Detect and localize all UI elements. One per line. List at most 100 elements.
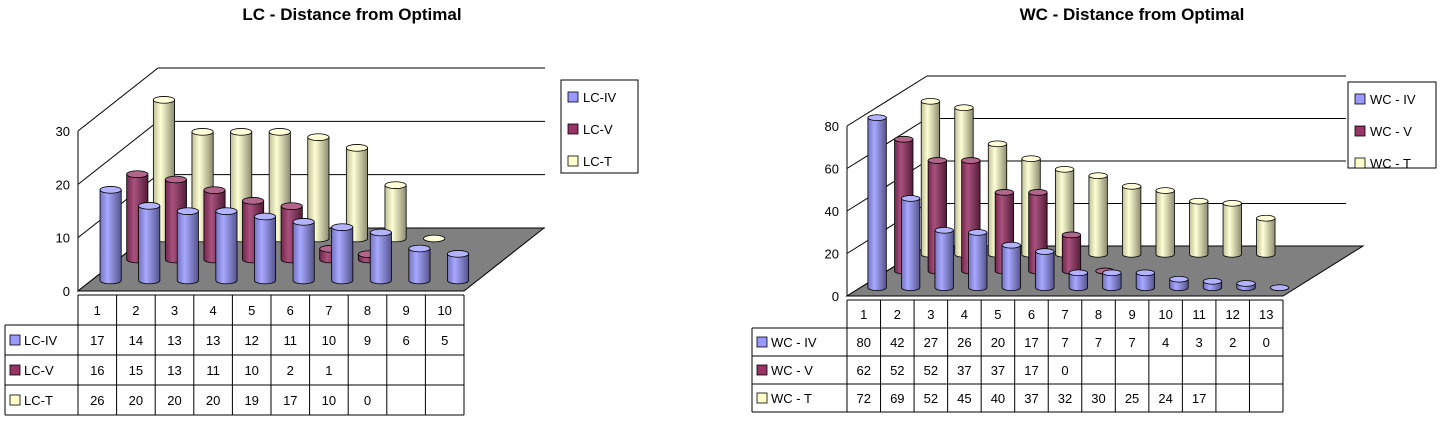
bar-top [968,229,988,236]
bar-top [254,212,277,221]
table-series-label: LC-V [24,363,54,378]
bar-wc-v-6 [1061,231,1082,275]
bar-lc-t-5 [307,133,330,243]
bar-body [1122,185,1142,258]
bar-lc-iv-8 [369,228,392,285]
bar-wc-iv-3 [934,226,954,292]
data-table-value: 26 [957,335,971,350]
bar-body [215,210,238,285]
table-legend-key [9,364,21,376]
data-table-value: 0 [364,393,371,408]
bar-top [1155,187,1175,194]
y-tick-label: 10 [56,231,70,246]
data-table-value: 13 [167,333,181,348]
bar-wc-iv-10 [1169,275,1189,292]
y-tick-label: 40 [825,204,839,219]
bar-top [138,202,161,210]
bar-top [152,96,175,104]
data-table-value: 20 [206,393,220,408]
legend-swatch [567,155,579,167]
bar-top [1202,277,1223,285]
data-table-value: 42 [890,335,904,350]
category-label: 4 [209,303,216,318]
bar-top [1122,182,1142,190]
bar-lc-iv-10 [447,250,470,285]
bar-lc-t-8 [423,234,446,243]
category-label: 6 [1028,307,1035,322]
category-label: 8 [364,303,371,318]
data-table-value: 69 [890,391,904,406]
bar-top [1028,189,1048,196]
legend-label: LC-V [583,122,613,137]
bar-lc-iv-5 [254,212,277,285]
data-table-value: 37 [1024,391,1038,406]
table-series-label: WC - V [771,363,813,378]
bar-top [331,223,354,231]
category-label: 6 [287,303,294,318]
bar-top [423,234,446,243]
bar-top [292,218,315,226]
category-label: 7 [1061,307,1068,322]
bar-lc-iv-2 [138,202,161,285]
bar-wc-iv-5 [1001,241,1021,292]
bar-top [1135,269,1156,277]
category-label: 11 [1192,307,1206,322]
bar-body [1088,175,1108,258]
data-table-value: 2 [1229,335,1236,350]
bar-top [994,189,1015,196]
data-table-value: 11 [284,333,298,348]
data-table-value: 6 [402,333,409,348]
bar-body [408,248,431,285]
bar-top [1088,172,1108,180]
bar-top [1169,275,1189,283]
bar-lc-iv-4 [215,207,238,285]
bar-body [1102,272,1122,292]
bar-top [954,104,974,112]
data-table-value: 17 [283,393,297,408]
data-table-value: 0 [1061,363,1068,378]
data-table-value: 11 [206,363,220,378]
category-label: 4 [961,307,968,322]
bar-body [1001,244,1021,292]
bar-top [176,207,199,215]
bar-body [934,229,954,292]
bar-wc-iv-4 [968,229,988,292]
bar-top [1269,284,1290,292]
data-table-value: 20 [167,393,181,408]
bar-wc-t-9 [1189,197,1209,258]
legend-label: WC - IV [1370,92,1416,107]
data-table-value: 20 [991,335,1005,350]
data-table-value: 24 [1158,391,1172,406]
category-label: 10 [437,303,451,318]
data-table-value: 20 [129,393,143,408]
data-table-value: 0 [1263,335,1270,350]
category-label: 2 [132,303,139,318]
bar-top [164,175,187,184]
data-table-value: 1 [325,363,332,378]
bar-top [203,186,226,194]
gridline-side [846,75,928,127]
legend-swatch [567,91,579,103]
bar-wc-iv-7 [1068,269,1088,292]
table-legend-key [9,394,21,406]
bar-top [1236,280,1256,287]
table-series-label: WC - T [771,391,812,406]
category-label: 3 [171,303,178,318]
legend-swatch [1354,125,1366,137]
table-legend-key [756,336,768,348]
gridline-side [77,67,159,132]
bar-top [920,97,941,105]
chart-title: WC - Distance from Optimal [1020,5,1245,24]
bar-top [1222,199,1242,207]
bar-body [1155,190,1175,258]
legend-label: LC-T [583,154,612,169]
data-table-value: 2 [287,363,294,378]
legend-swatch [1354,93,1366,105]
data-table-value: 40 [991,391,1005,406]
bar-top [1054,165,1075,173]
y-tick-label: 30 [56,124,70,139]
bar-wc-iv-2 [901,195,921,292]
category-label: 9 [1128,307,1135,322]
